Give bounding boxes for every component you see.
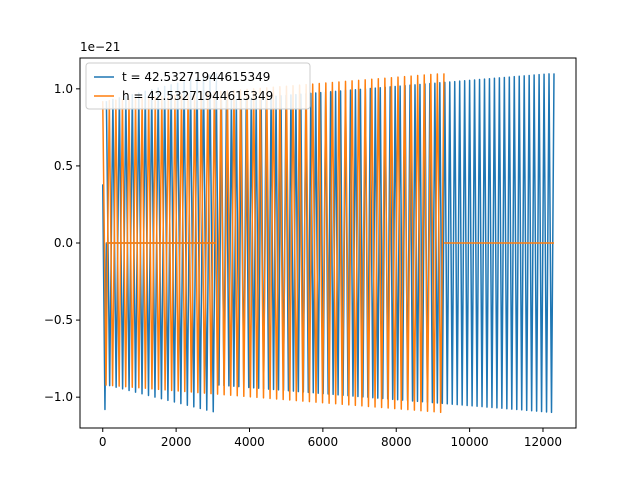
y-tick-label: −0.5 xyxy=(44,313,73,327)
x-tick-label: 12000 xyxy=(524,435,562,449)
legend-label: h = 42.53271944615349 xyxy=(122,89,273,103)
y-tick-label: 0.0 xyxy=(54,236,73,250)
x-tick-label: 4000 xyxy=(234,435,265,449)
y-tick-label: −1.0 xyxy=(44,390,73,404)
x-tick-label: 0 xyxy=(99,435,107,449)
y-tick-label: 1.0 xyxy=(54,82,73,96)
y-axis: −1.0 −0.5 0.0 0.5 1.0 xyxy=(44,82,80,404)
x-tick-label: 10000 xyxy=(451,435,489,449)
legend-label: t = 42.53271944615349 xyxy=(122,70,270,84)
x-axis: 0 2000 4000 6000 8000 10000 12000 xyxy=(99,428,562,449)
x-tick-label: 2000 xyxy=(161,435,192,449)
y-offset-label: 1e−21 xyxy=(80,40,120,54)
x-tick-label: 6000 xyxy=(308,435,339,449)
x-tick-label: 8000 xyxy=(381,435,412,449)
legend: t = 42.53271944615349 h = 42.532719446153… xyxy=(85,62,311,110)
series-t-line xyxy=(105,73,218,413)
legend-box xyxy=(85,62,311,110)
y-tick-label: 0.5 xyxy=(54,159,73,173)
